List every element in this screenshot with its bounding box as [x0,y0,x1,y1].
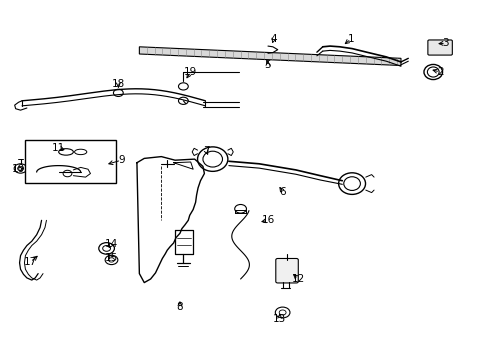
Text: 16: 16 [261,215,274,225]
Text: 3: 3 [442,38,448,48]
Text: 4: 4 [270,34,277,44]
Text: 17: 17 [23,257,37,267]
Bar [25,140,116,183]
Text: 1: 1 [347,34,354,44]
Text: 12: 12 [291,274,305,284]
Text: 7: 7 [203,146,209,156]
Text: 11: 11 [52,143,65,153]
Text: 19: 19 [183,67,197,77]
Text: 6: 6 [279,186,285,197]
Text: 18: 18 [111,78,125,89]
Text: 5: 5 [264,60,271,70]
Text: 15: 15 [104,253,118,264]
Polygon shape [139,47,400,66]
Text: 14: 14 [104,239,118,249]
Text: 13: 13 [272,314,286,324]
FancyBboxPatch shape [275,258,298,283]
FancyBboxPatch shape [427,40,451,55]
Text: 10: 10 [12,164,25,174]
Text: 2: 2 [436,67,443,77]
Text: 8: 8 [176,302,183,312]
Text: 9: 9 [118,155,124,165]
